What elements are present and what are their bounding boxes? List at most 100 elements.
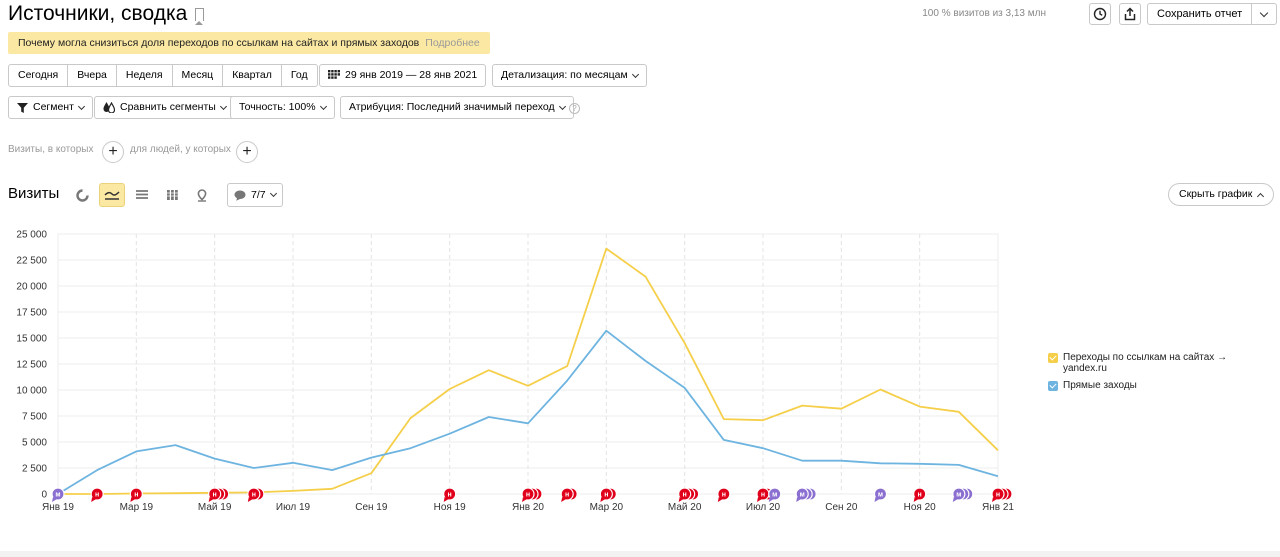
- annotation-marker-red[interactable]: н: [90, 487, 104, 502]
- legend-label: Переходы по ссылкам на сайтах → yandex.r…: [1063, 352, 1228, 374]
- y-tick-label: 15 000: [16, 334, 47, 345]
- legend-item[interactable]: Переходы по ссылкам на сайтах → yandex.r…: [1048, 352, 1268, 374]
- view-area[interactable]: [129, 183, 155, 207]
- view-pie[interactable]: [69, 183, 95, 207]
- annotations-button[interactable]: 7/7: [227, 183, 283, 207]
- annotation-marker-letter: н: [722, 492, 726, 499]
- detail-select[interactable]: Детализация: по месяцам: [492, 64, 647, 87]
- annotations-count: 7/7: [251, 189, 266, 201]
- chevron-down-icon: [1259, 8, 1269, 17]
- period-preset[interactable]: Год: [290, 69, 308, 81]
- attribution-select[interactable]: Атрибуция: Последний значимый переход: [340, 96, 574, 119]
- comment-icon: [234, 190, 246, 201]
- compare-segments-button[interactable]: Сравнить сегменты: [94, 96, 235, 119]
- period-preset[interactable]: Сегодня: [9, 65, 69, 86]
- compare-icon: [103, 102, 115, 113]
- calendar-icon: [328, 70, 340, 79]
- annotation-marker-letter: н: [134, 492, 138, 499]
- y-tick-label: 20 000: [16, 282, 47, 293]
- annotation-marker-letter: м: [55, 492, 60, 499]
- x-tick-label: Янв 19: [42, 502, 74, 513]
- view-line[interactable]: [99, 183, 125, 207]
- period-preset[interactable]: Квартал: [223, 65, 282, 86]
- period-preset[interactable]: Неделя: [117, 65, 173, 86]
- y-tick-label: 17 500: [16, 308, 47, 319]
- notice-more-link[interactable]: Подробнее: [425, 37, 480, 49]
- date-range-label: 29 янв 2019 — 28 янв 2021: [345, 69, 478, 81]
- add-people-condition-button[interactable]: +: [236, 141, 258, 163]
- notice-text: Почему могла снизиться доля переходов по…: [18, 37, 420, 49]
- annotation-marker-letter: н: [448, 492, 452, 499]
- annotation-marker-red[interactable]: н: [129, 487, 143, 502]
- accuracy-select[interactable]: Точность: 100%: [230, 96, 335, 119]
- chevron-down-icon: [631, 70, 639, 78]
- series-line[interactable]: [57, 329, 999, 495]
- filter-icon: [17, 102, 28, 113]
- annotation-marker-letter: н: [918, 492, 922, 499]
- y-tick-label: 0: [41, 490, 47, 501]
- annotation-marker-red[interactable]: н: [717, 487, 731, 502]
- annotation-marker-red[interactable]: н: [443, 487, 457, 502]
- chevron-down-icon: [269, 189, 277, 198]
- period-preset[interactable]: Месяц: [173, 65, 224, 86]
- chart-legend: Переходы по ссылкам на сайтах → yandex.r…: [1048, 352, 1268, 397]
- x-tick-label: Ноя 19: [434, 502, 467, 513]
- annotation-marker-red[interactable]: н: [991, 487, 1013, 502]
- chevron-up-icon: [1257, 192, 1265, 200]
- legend-label: Прямые заходы: [1063, 380, 1137, 391]
- legend-item[interactable]: Прямые заходы: [1048, 380, 1268, 391]
- annotation-marker-red[interactable]: н: [913, 487, 927, 502]
- annotation-marker-red[interactable]: н: [678, 487, 700, 502]
- view-bar[interactable]: [159, 183, 185, 207]
- save-report-label: Сохранить отчет: [1148, 4, 1253, 24]
- history-button[interactable]: [1089, 3, 1111, 25]
- period-preset[interactable]: Вчера: [68, 65, 117, 86]
- y-tick-label: 10 000: [16, 386, 47, 397]
- x-tick-label: Янв 21: [982, 502, 1014, 513]
- visits-condition-label: Визиты, в которых: [8, 144, 94, 155]
- y-tick-label: 22 500: [16, 256, 47, 267]
- annotation-marker-purple[interactable]: м: [873, 487, 888, 502]
- visits-line-chart: 0 2 500 5 000 7 500 10 000 12 500 15 000 17 500…: [16, 230, 1014, 514]
- legend-checkbox[interactable]: [1048, 353, 1058, 363]
- legend-checkbox[interactable]: [1048, 381, 1058, 391]
- annotation-marker-red[interactable]: н: [521, 487, 543, 502]
- annotation-marker-purple[interactable]: м: [768, 487, 782, 502]
- x-tick-label: Мар 19: [120, 502, 154, 513]
- save-report-dropdown[interactable]: [1252, 4, 1276, 24]
- export-button[interactable]: [1119, 3, 1141, 25]
- x-tick-label: Июл 20: [746, 502, 781, 513]
- x-tick-label: Мар 20: [590, 502, 624, 513]
- y-tick-label: 12 500: [16, 360, 47, 371]
- visits-info: 100 % визитов из 3,13 млн: [922, 8, 1046, 19]
- annotation-marker-letter: н: [761, 492, 765, 499]
- y-axis-labels: 0 2 500 5 000 7 500 10 000 12 500 15 000 17 500…: [16, 230, 47, 501]
- annotation-marker-letter: м: [878, 492, 883, 499]
- date-range-button[interactable]: 29 янв 2019 — 28 янв 2021: [319, 64, 487, 87]
- annotation-marker-letter: н: [213, 492, 217, 499]
- x-tick-label: Сен 20: [825, 502, 858, 513]
- annotation-marker-red[interactable]: н: [599, 487, 617, 502]
- y-tick-label: 5 000: [22, 438, 47, 449]
- help-icon[interactable]: ?: [569, 103, 580, 114]
- hide-chart-button[interactable]: Скрыть график: [1168, 183, 1275, 206]
- map-pin-icon: [197, 188, 207, 202]
- annotation-marker-purple[interactable]: м: [51, 487, 65, 502]
- view-map[interactable]: [189, 183, 215, 207]
- x-tick-label: Ноя 20: [904, 502, 937, 513]
- bar-chart-icon: [166, 190, 178, 200]
- annotation-marker-red[interactable]: н: [560, 487, 578, 502]
- bookmark-icon[interactable]: [195, 7, 205, 25]
- annotation-marker-purple[interactable]: м: [795, 487, 817, 502]
- annotation-marker-red[interactable]: н: [247, 487, 265, 502]
- chart-section-title: Визиты: [8, 185, 60, 202]
- segment-button[interactable]: Сегмент: [8, 96, 93, 119]
- add-visits-condition-button[interactable]: +: [102, 141, 124, 163]
- save-report-button[interactable]: Сохранить отчет: [1147, 3, 1278, 25]
- chevron-down-icon: [319, 102, 327, 110]
- segment-label: Сегмент: [33, 101, 74, 113]
- annotation-marker-red[interactable]: н: [208, 487, 230, 502]
- annotation-marker-purple[interactable]: м: [952, 487, 974, 502]
- chevron-down-icon: [558, 102, 566, 110]
- people-condition-label: для людей, у которых: [130, 144, 231, 155]
